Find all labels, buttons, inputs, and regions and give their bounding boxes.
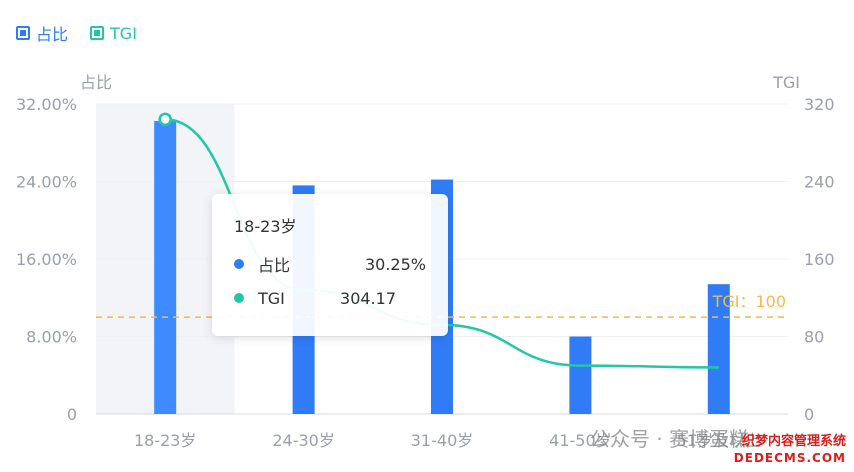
legend-swatch-share bbox=[16, 26, 30, 40]
x-tick-label: 18-23岁 bbox=[134, 431, 197, 450]
legend-swatch-tgi bbox=[90, 26, 105, 40]
x-tick-label: 51岁及以上 bbox=[677, 431, 761, 450]
y-right-tick-label: 160 bbox=[804, 250, 835, 269]
watermark-text: 公众号 · 赛博蛋糕 bbox=[590, 427, 750, 451]
bar bbox=[569, 336, 592, 414]
x-tick-label: 41-50岁 bbox=[549, 431, 612, 450]
y-left-tick-label: 0 bbox=[67, 405, 77, 424]
legend-label-share: 占比 bbox=[36, 25, 69, 44]
y-right-tick-label: 320 bbox=[804, 95, 835, 114]
x-tick-label: 24-30岁 bbox=[272, 431, 335, 450]
watermark: 公众号 · 赛博蛋糕 bbox=[590, 423, 749, 452]
y-left-tick-label: 24.00% bbox=[16, 173, 77, 192]
tooltip-title: 18-23岁 bbox=[234, 217, 297, 236]
legend-item-share[interactable]: 占比 bbox=[16, 21, 68, 45]
tgi-point-highlighted bbox=[158, 112, 172, 127]
legend-label-tgi: TGI bbox=[110, 23, 137, 43]
chart-tooltip: 18-23岁 占比 30.25% TGI 304.17 bbox=[212, 194, 448, 336]
tooltip-value-tgi: 304.17 bbox=[340, 288, 396, 308]
tooltip-value-share: 30.25% bbox=[364, 254, 426, 274]
y-right-tick-label: 240 bbox=[804, 173, 835, 192]
tooltip-dot-share bbox=[234, 259, 244, 269]
y-right-tick-label: 0 bbox=[804, 405, 814, 424]
reference-line-label: TGI：100 bbox=[712, 292, 786, 311]
tooltip-dot-tgi bbox=[234, 293, 244, 303]
y-left-tick-label: 32.00% bbox=[16, 95, 77, 114]
tooltip-row-tgi: TGI 304.17 bbox=[234, 287, 426, 309]
y-left-tick-label: 16.00% bbox=[16, 250, 77, 269]
watermark-logo: 织梦内容管理系统 DEDECMS.COM bbox=[734, 434, 846, 466]
legend-item-tgi[interactable]: TGI bbox=[90, 24, 137, 43]
tooltip-row-share: 占比 30.25% bbox=[234, 253, 426, 275]
y-right-tick-label: 80 bbox=[804, 328, 824, 347]
bar bbox=[154, 120, 177, 414]
legend: 占比 TGI bbox=[16, 21, 137, 45]
tooltip-label-share: 占比 bbox=[258, 256, 291, 275]
watermark-logo-line2: DEDECMS.COM bbox=[733, 451, 846, 465]
y-right-axis-title: TGI bbox=[772, 73, 800, 92]
y-left-axis-title: 占比 bbox=[80, 73, 112, 92]
watermark-logo-line1: 织梦内容管理系统 bbox=[741, 434, 846, 449]
x-tick-label: 31-40岁 bbox=[411, 431, 474, 450]
y-left-tick-label: 8.00% bbox=[26, 328, 77, 347]
tooltip-label-tgi: TGI bbox=[258, 288, 285, 308]
